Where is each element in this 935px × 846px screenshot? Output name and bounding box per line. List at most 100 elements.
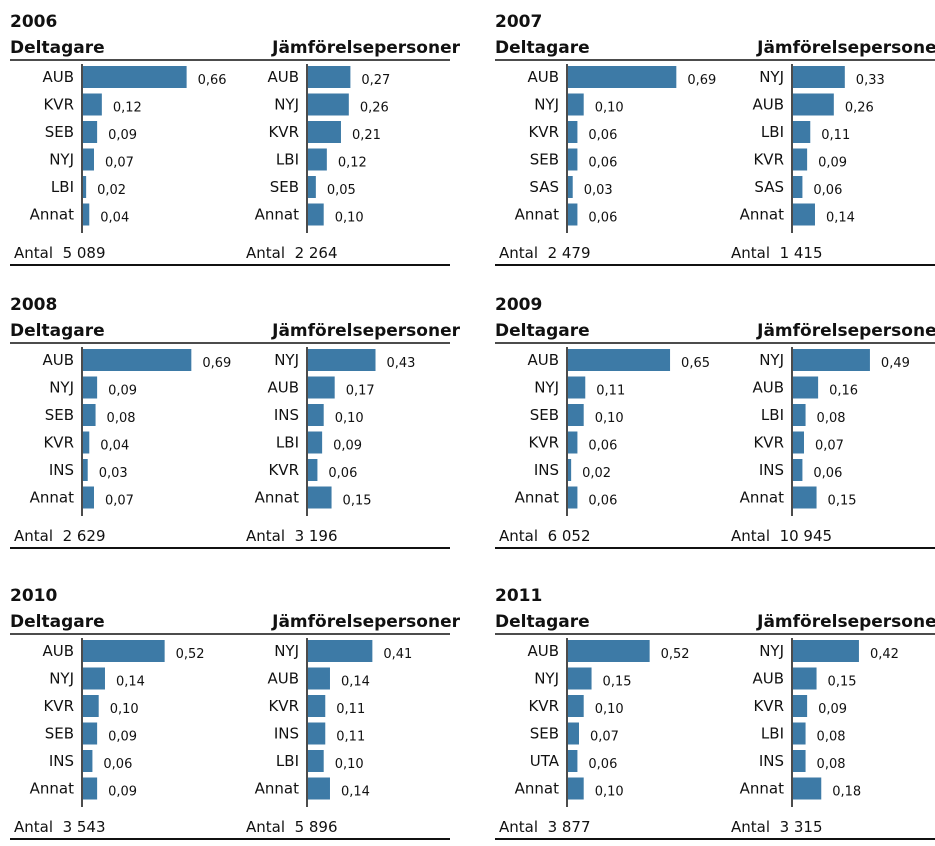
left-value-label: 0,14 — [116, 675, 145, 690]
right-bar-aub — [793, 667, 817, 690]
left-category-label: KVR — [528, 123, 559, 141]
right-value-label: 0,26 — [360, 101, 389, 116]
left-bar-seb — [83, 722, 98, 745]
panel-year: 2007 — [495, 12, 543, 32]
left-category-label: SAS — [529, 178, 559, 196]
left-bar-annat — [83, 486, 94, 509]
right-value-label: 0,18 — [832, 785, 861, 800]
right-section-title: Jämförelsepersoner — [757, 38, 935, 58]
left-category-label: NYJ — [534, 96, 559, 114]
right-category-label: Annat — [740, 780, 784, 798]
left-count: Antal 6 052 — [499, 527, 591, 545]
left-bar-nyj — [83, 376, 98, 399]
right-value-label: 0,11 — [336, 730, 365, 745]
left-bar-aub — [83, 640, 165, 662]
left-value-label: 0,66 — [198, 73, 227, 88]
right-bar-kvr — [793, 148, 808, 171]
left-bar-annat — [83, 777, 98, 800]
left-bar-aub — [568, 640, 650, 662]
right-bar-annat — [308, 486, 332, 509]
right-category-label: SAS — [754, 178, 784, 196]
bar-chart-svg: AUB 0,69 NYJ 0,09 SEB 0,08 KVR 0,04 INS 0,03 Annat… — [10, 342, 450, 549]
left-bar-seb — [568, 722, 579, 745]
left-value-label: 0,10 — [595, 702, 624, 717]
left-bar-kvr — [568, 695, 584, 717]
right-section-title: Jämförelsepersoner — [272, 38, 460, 58]
right-category-label: KVR — [268, 461, 299, 479]
right-value-label: 0,09 — [818, 156, 847, 171]
left-bar-kvr — [568, 431, 578, 454]
right-value-label: 0,27 — [361, 73, 390, 88]
left-category-label: AUB — [527, 351, 559, 369]
right-category-label: INS — [274, 725, 299, 743]
right-bar-annat — [793, 486, 817, 509]
left-category-label: SEB — [45, 406, 74, 424]
right-bar-nyj — [793, 640, 859, 662]
right-category-label: NYJ — [274, 351, 299, 369]
left-value-label: 0,07 — [105, 494, 134, 509]
left-bar-uta — [568, 750, 578, 772]
left-value-label: 0,06 — [588, 494, 617, 509]
right-bar-seb — [308, 176, 316, 198]
left-category-label: NYJ — [49, 379, 74, 397]
right-value-label: 0,26 — [845, 101, 874, 116]
panel-year: 2006 — [10, 12, 58, 32]
left-count: Antal 3 543 — [14, 818, 106, 836]
left-bar-nyj — [568, 667, 592, 690]
right-category-label: AUB — [267, 379, 299, 397]
left-value-label: 0,06 — [588, 156, 617, 171]
left-bar-aub — [83, 349, 192, 371]
left-bar-seb — [568, 148, 578, 171]
left-category-label: INS — [49, 461, 74, 479]
left-value-label: 0,06 — [588, 439, 617, 454]
right-category-label: KVR — [268, 697, 299, 715]
chart-panel-2007: 2007 Deltagare Jämförelsepersoner AUB 0,6… — [495, 12, 935, 272]
panel-year: 2010 — [10, 586, 58, 606]
left-value-label: 0,04 — [100, 211, 129, 226]
right-value-label: 0,09 — [818, 702, 847, 717]
left-category-label: INS — [534, 461, 559, 479]
left-value-label: 0,09 — [108, 128, 137, 143]
chart-panel-2010: 2010 Deltagare Jämförelsepersoner AUB 0,5… — [10, 586, 460, 846]
right-count: Antal 10 945 — [731, 527, 833, 545]
right-count: Antal 3 196 — [246, 527, 338, 545]
left-category-label: Annat — [30, 780, 74, 798]
right-value-label: 0,14 — [341, 675, 370, 690]
left-category-label: UTA — [530, 752, 560, 770]
left-section-title: Deltagare — [495, 38, 590, 58]
right-count: Antal 3 315 — [731, 818, 823, 836]
right-value-label: 0,06 — [813, 466, 842, 481]
left-category-label: Annat — [30, 489, 74, 507]
left-value-label: 0,06 — [588, 128, 617, 143]
right-value-label: 0,14 — [826, 211, 855, 226]
left-section-title: Deltagare — [10, 38, 105, 58]
right-bar-kvr — [308, 695, 326, 717]
left-category-label: Annat — [515, 489, 559, 507]
left-category-label: NYJ — [49, 151, 74, 169]
left-count: Antal 3 877 — [499, 818, 591, 836]
right-bar-ins — [308, 722, 326, 745]
left-value-label: 0,02 — [582, 466, 611, 481]
right-bar-lbi — [793, 722, 806, 745]
right-category-label: AUB — [752, 670, 784, 688]
right-bar-lbi — [308, 148, 327, 171]
right-bar-aub — [308, 376, 335, 399]
left-category-label: AUB — [527, 642, 559, 660]
left-bar-nyj — [568, 376, 586, 399]
right-category-label: SEB — [270, 178, 299, 196]
left-category-label: SEB — [530, 725, 559, 743]
left-value-label: 0,52 — [661, 647, 690, 662]
panel-year: 2008 — [10, 295, 58, 315]
bar-chart-svg: AUB 0,52 NYJ 0,14 KVR 0,10 SEB 0,09 INS 0,06 Annat… — [10, 633, 450, 840]
right-value-label: 0,14 — [341, 785, 370, 800]
right-bar-ins — [793, 459, 803, 481]
right-count: Antal 2 264 — [246, 244, 338, 262]
left-value-label: 0,06 — [103, 757, 132, 772]
right-value-label: 0,11 — [336, 702, 365, 717]
left-bar-aub — [83, 66, 187, 88]
right-category-label: KVR — [753, 697, 784, 715]
right-value-label: 0,15 — [828, 675, 857, 690]
right-count: Antal 5 896 — [246, 818, 338, 836]
left-value-label: 0,69 — [687, 73, 716, 88]
right-bar-nyj — [793, 66, 845, 88]
